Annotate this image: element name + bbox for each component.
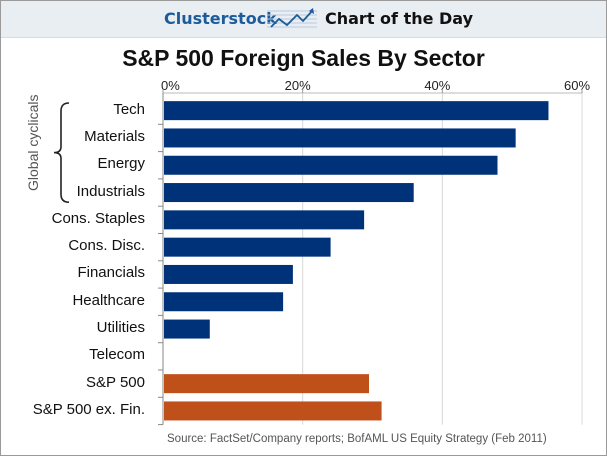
bar-healthcare: [164, 292, 284, 312]
source-note: Source: FactSet/Company reports; BofAML …: [167, 433, 547, 445]
category-label: Healthcare: [72, 291, 145, 309]
banner-label: Chart of the Day: [325, 9, 474, 28]
bar-tech: [164, 101, 549, 121]
bar-s-p-500: [164, 374, 370, 394]
brand-name: Clusterstock: [164, 9, 277, 28]
x-tick-label: 40%: [424, 78, 451, 93]
category-label: Tech: [113, 100, 145, 118]
category-label: Energy: [97, 155, 145, 173]
x-tick-label: 60%: [564, 78, 591, 93]
bar-utilities: [164, 319, 210, 339]
rising-chart-icon: [267, 8, 317, 28]
category-label: S&P 500 ex. Fin.: [32, 400, 145, 418]
category-label: Industrials: [76, 182, 145, 200]
category-label: S&P 500: [86, 373, 145, 391]
category-label: Cons. Staples: [51, 209, 145, 227]
category-label: Telecom: [89, 346, 145, 364]
bar-industrials: [164, 183, 414, 203]
bar-cons-disc: [164, 237, 331, 257]
chart-title: S&P 500 Foreign Sales By Sector: [122, 45, 485, 71]
bar-financials: [164, 264, 293, 284]
bar-s-p-500-ex-fin: [164, 401, 382, 421]
category-label: Utilities: [96, 319, 145, 337]
bar-materials: [164, 128, 516, 148]
bar-cons-staples: [164, 210, 365, 230]
global-cyclicals-brace: [53, 102, 70, 203]
category-label: Cons. Disc.: [68, 237, 145, 255]
category-label: Financials: [77, 264, 145, 282]
banner: Clusterstock Chart of the Day: [1, 1, 606, 38]
bar-energy: [164, 155, 498, 175]
category-label: Materials: [84, 127, 145, 145]
x-tick-label: 0%: [161, 78, 180, 93]
x-tick-label: 20%: [284, 78, 311, 93]
